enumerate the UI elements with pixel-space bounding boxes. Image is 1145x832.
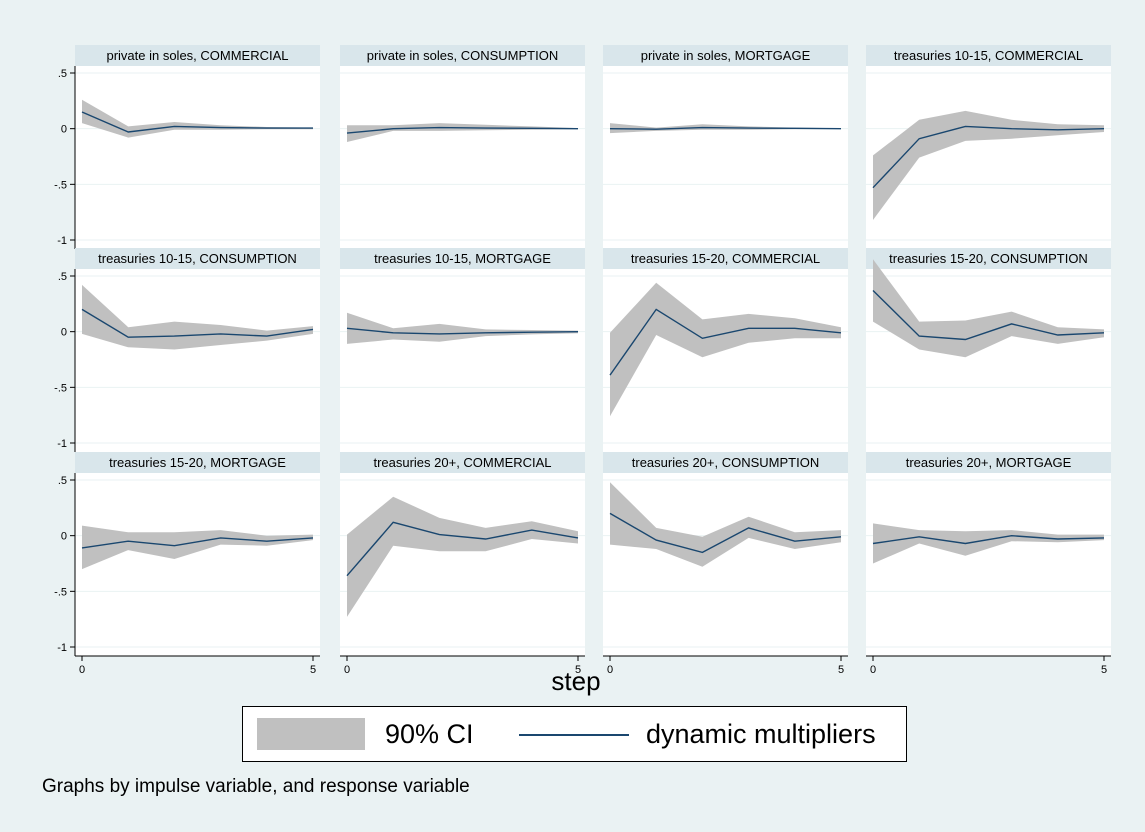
x-tick-label: 5 [575,664,581,676]
panel-title: treasuries 10-15, MORTGAGE [374,251,551,266]
x-tick-label: 0 [870,664,876,676]
panel-title: treasuries 20+, MORTGAGE [906,455,1072,470]
plot-area [866,473,1111,656]
ci-band [347,496,578,617]
plot-area [603,473,848,656]
plot-area [340,269,585,452]
y-tick-label: -1 [57,642,67,654]
panel-12: treasuries 20+, MORTGAGE 0 5 [866,452,1111,676]
y-tick-label: 0 [61,327,67,339]
panel-title-strip [603,452,848,473]
y-tick-label: -1 [57,235,67,247]
y-tick-label: -.5 [54,179,67,191]
panel-11: treasuries 20+, CONSUMPTION 0 5 [603,452,848,676]
multiplier-line [609,126,842,130]
plot-area [866,269,1111,452]
ci-band [82,525,313,570]
plot-area [603,66,848,249]
y-tick-label: .5 [58,475,67,487]
multiplier-line [609,512,842,554]
x-tick-label: 5 [838,664,844,676]
multiplier-line [872,290,1105,341]
panel-3: private in soles, MORTGAGE [603,45,848,249]
legend-label-ci: 90% CI [385,719,474,749]
panel-8: treasuries 15-20, CONSUMPTION [866,248,1111,452]
panel-5: treasuries 10-15, CONSUMPTION .5 0 -.5 -1 [54,248,320,452]
ci-band [873,523,1104,564]
ci-band [82,284,313,350]
y-tick-label: -.5 [54,586,67,598]
panel-title: treasuries 15-20, MORTGAGE [109,455,286,470]
y-tick-label: 0 [61,124,67,136]
multiplier-line [346,521,579,577]
plot-area [75,269,320,452]
legend-swatch-multipliers [519,734,629,736]
plot-area [75,66,320,249]
panel-7: treasuries 15-20, COMMERCIAL [603,248,848,452]
panel-6: treasuries 10-15, MORTGAGE [340,248,585,452]
ci-band [873,110,1104,220]
panel-1: private in soles, COMMERCIAL .5 0 -.5 -1 [54,45,320,249]
panel-9: treasuries 15-20, MORTGAGE .5 0 -.5 -1 0 5 [54,452,320,676]
panel-4: treasuries 10-15, COMMERCIAL [866,45,1111,249]
panel-title: treasuries 15-20, CONSUMPTION [889,251,1088,266]
y-tick-label: -.5 [54,382,67,394]
panel-title-strip [340,452,585,473]
panel-title-strip [866,45,1111,66]
panel-title: treasuries 10-15, COMMERCIAL [894,48,1083,63]
panel-title: private in soles, CONSUMPTION [367,48,558,63]
panel-title-strip [340,248,585,269]
multiplier-line [609,308,842,376]
legend-label-multipliers: dynamic multipliers [646,719,876,749]
ci-band [347,312,578,344]
multiplier-line [81,537,314,549]
y-tick-label: -1 [57,438,67,450]
x-tick-label: 5 [1101,664,1107,676]
x-tick-label: 5 [310,664,316,676]
plot-area [75,473,320,656]
panel-title-strip [340,45,585,66]
y-tick-label: .5 [58,271,67,283]
ci-band [610,482,841,567]
panel-title: private in soles, COMMERCIAL [106,48,288,63]
y-tick-label: .5 [58,68,67,80]
panel-10: treasuries 20+, COMMERCIAL 0 5 [340,452,585,676]
panel-grid: private in soles, COMMERCIAL.50-.5-1priv… [54,45,1111,676]
panel-title-strip [603,45,848,66]
multiplier-line [872,125,1105,189]
panel-title: private in soles, MORTGAGE [641,48,811,63]
multiplier-line [872,534,1105,545]
panel-title-strip [75,248,320,269]
x-tick-label: 0 [344,664,350,676]
panel-title-strip [866,452,1111,473]
x-tick-label: 0 [607,664,613,676]
multiplier-line [81,308,314,338]
panel-title: treasuries 20+, CONSUMPTION [632,455,819,470]
x-axis-title: step [551,666,600,696]
panel-title: treasuries 10-15, CONSUMPTION [98,251,297,266]
y-tick-label: 0 [61,531,67,543]
panel-2: private in soles, CONSUMPTION [340,45,585,249]
multiplier-line [346,126,579,134]
panel-title-strip [75,452,320,473]
panel-title-strip [75,45,320,66]
legend: 90% CI dynamic multipliers [242,706,907,762]
panel-title-strip [866,248,1111,269]
figure-note: Graphs by impulse variable, and response… [42,776,470,797]
legend-swatch-ci [257,718,365,750]
multiplier-line [81,111,313,133]
multiplier-line [346,327,579,335]
panel-title: treasuries 15-20, COMMERCIAL [631,251,820,266]
plot-area [340,66,585,249]
panel-title-strip [603,248,848,269]
x-tick-label: 0 [79,664,85,676]
panel-title: treasuries 20+, COMMERCIAL [373,455,551,470]
